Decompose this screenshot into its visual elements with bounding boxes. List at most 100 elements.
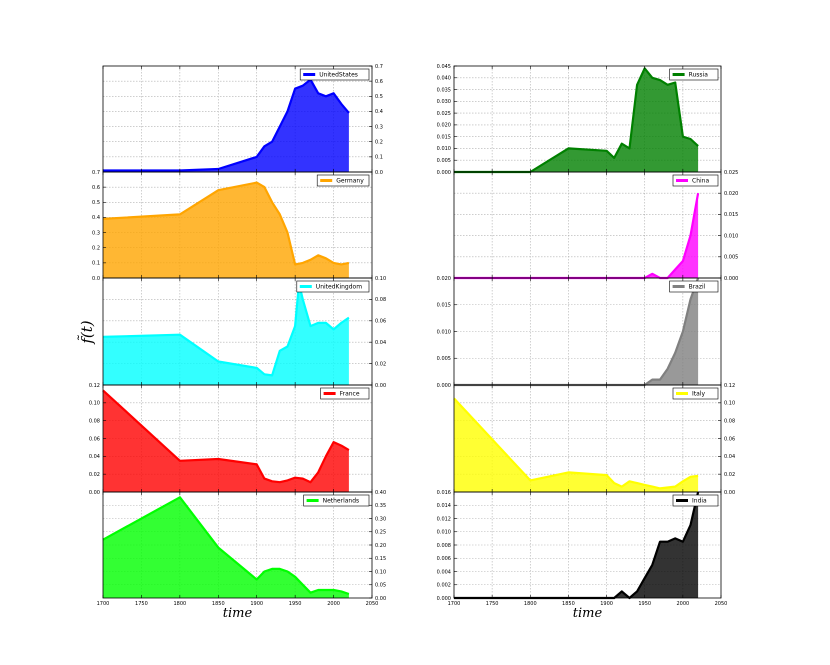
legend-box (299, 68, 370, 81)
y-tick-label: 0.7 (92, 170, 100, 176)
y-tick-label: 0.30 (375, 516, 386, 522)
series-line (103, 78, 350, 172)
y-tick-label: 0.08 (375, 297, 386, 303)
y-tick-label: 0.010 (437, 329, 451, 335)
y-tick-label: 0.002 (437, 583, 451, 589)
y-tick-label: 0.015 (724, 212, 738, 218)
series-area (103, 497, 349, 598)
legend-label: UnitedStates (319, 72, 358, 79)
x-tick-label: 1850 (212, 601, 225, 607)
y-tick-label: 0.00 (724, 490, 735, 496)
legend-label: France (340, 391, 360, 398)
y-tick-label: 0.20 (375, 543, 386, 549)
y-tick-label: 0.35 (375, 503, 386, 509)
y-tick-label: 0.020 (437, 123, 451, 129)
x-tick-label: 1850 (562, 601, 575, 607)
panel-india: 0.000 0.002 0.004 0.006 0.008 0.010 0.012 0.014… (437, 490, 728, 621)
y-tick-label: 0.00 (375, 383, 386, 389)
y-tick-label: 0.000 (437, 383, 451, 389)
legend: UnitedStates (299, 68, 370, 81)
y-tick-label: 0.015 (437, 134, 451, 140)
y-tick-label: 0.6 (375, 79, 383, 85)
y-tick-label: 0.025 (437, 111, 451, 117)
series-area (454, 278, 699, 385)
y-tick-label: 0.05 (375, 583, 386, 589)
y-tick-label: 0.10 (375, 569, 386, 575)
x-tick-label: 1950 (289, 601, 302, 607)
y-tick-label: 0.020 (724, 191, 738, 197)
y-tick-label: 0.040 (437, 76, 451, 82)
y-tick-label: 0.025 (724, 170, 738, 176)
y-tick-label: 0.15 (375, 556, 386, 562)
x-axis-label: time (573, 606, 603, 621)
series-area (454, 68, 699, 172)
y-tick-label: 0.12 (724, 383, 735, 389)
y-tick-label: 0.06 (89, 436, 100, 442)
y-tick-label: 0.010 (437, 146, 451, 152)
legend: France (320, 387, 370, 400)
x-tick-label: 2000 (327, 601, 340, 607)
y-tick-label: 0.12 (89, 383, 100, 389)
y-tick-label: 0.3 (92, 230, 100, 236)
legend: China (672, 174, 719, 187)
legend-label: Italy (692, 391, 705, 398)
legend: Netherlands (303, 494, 370, 507)
legend: Germany (316, 174, 370, 187)
x-tick-label: 1750 (486, 601, 499, 607)
legend-box (320, 387, 370, 400)
y-tick-label: 0.000 (437, 170, 451, 176)
x-tick-label: 1700 (448, 601, 461, 607)
series-area (103, 79, 349, 172)
series-area (103, 390, 349, 492)
series-area (454, 492, 699, 598)
series-line (102, 389, 350, 484)
y-tick-label: 0.00 (375, 596, 386, 602)
legend-box (669, 280, 719, 293)
y-tick-label: 0.10 (724, 401, 735, 407)
y-tick-label: 0.1 (92, 261, 100, 267)
series-line (102, 181, 350, 266)
y-tick-label: 0.030 (437, 99, 451, 105)
y-tick-label: 0.04 (375, 340, 386, 346)
y-tick-label: 0.10 (375, 276, 386, 282)
legend: Italy (672, 387, 719, 400)
y-axis-label: f̃(t) (78, 320, 96, 344)
y-tick-label: 0.02 (724, 472, 735, 478)
y-tick-label: 0.5 (92, 200, 100, 206)
x-tick-label: 1950 (638, 601, 651, 607)
y-tick-label: 0.012 (437, 516, 451, 522)
y-tick-label: 0.016 (437, 490, 451, 496)
y-tick-label: 0.08 (724, 418, 735, 424)
y-tick-label: 0.045 (437, 64, 451, 70)
y-tick-label: 0.006 (437, 556, 451, 562)
legend-box (672, 174, 719, 187)
legend-label: Netherlands (323, 498, 360, 505)
y-tick-label: 0.7 (375, 64, 383, 70)
x-tick-label: 1900 (250, 601, 263, 607)
panel-russia: 0.000 0.005 0.010 0.015 0.020 0.025 0.030 0.035… (437, 64, 722, 176)
y-tick-label: 0.6 (92, 185, 100, 191)
legend-label: UnitedKingdom (316, 284, 362, 291)
x-tick-label: 2050 (715, 601, 728, 607)
legend: India (672, 494, 719, 507)
x-tick-label: 2050 (366, 601, 379, 607)
y-tick-label: 0.40 (375, 490, 386, 496)
legend-box (669, 68, 719, 81)
y-tick-label: 0.06 (375, 319, 386, 325)
y-tick-label: 0.04 (89, 454, 100, 460)
x-tick-label: 1800 (173, 601, 186, 607)
y-tick-label: 0.015 (437, 303, 451, 309)
y-tick-label: 0.000 (724, 276, 738, 282)
x-tick-label: 2000 (676, 601, 689, 607)
x-tick-label: 1700 (97, 601, 110, 607)
y-tick-label: 0.005 (724, 255, 738, 261)
y-tick-label: 0.04 (724, 454, 735, 460)
y-tick-label: 0.010 (437, 530, 451, 536)
legend-label: Russia (689, 72, 709, 79)
y-tick-label: 0.010 (724, 233, 738, 239)
legend-label: India (692, 498, 707, 505)
legend-box (296, 280, 370, 293)
panel-germany: 0.0 0.1 0.2 0.3 0.4 0.5 0.6 0.7 Germany (92, 170, 373, 282)
y-tick-label: 0.00 (89, 490, 100, 496)
y-tick-label: 0.014 (437, 503, 451, 509)
